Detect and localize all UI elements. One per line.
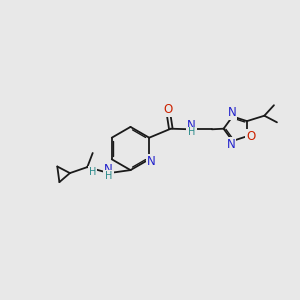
- Text: H: H: [105, 171, 112, 181]
- Text: H: H: [89, 167, 96, 177]
- Text: N: N: [147, 155, 156, 168]
- Text: N: N: [226, 138, 236, 152]
- Text: O: O: [164, 103, 173, 116]
- Text: N: N: [104, 163, 113, 176]
- Text: N: N: [227, 106, 236, 119]
- Text: O: O: [246, 130, 256, 143]
- Text: N: N: [187, 119, 196, 132]
- Text: H: H: [188, 127, 195, 137]
